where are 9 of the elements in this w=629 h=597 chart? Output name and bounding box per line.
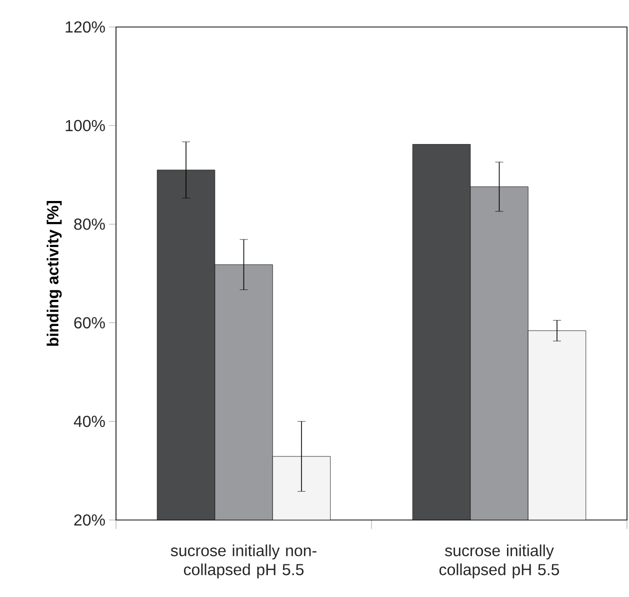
x-tick-label: sucrose initially collapsed pH 5.5 (439, 544, 560, 578)
x-tick-label: sucrose initially non-collapsed pH 5.5 (170, 544, 316, 578)
y-tick-label: 100% (66, 120, 105, 132)
y-tick-label: 60% (74, 317, 105, 328)
y-tick-label: 20% (74, 514, 105, 526)
y-tick-label: 40% (74, 416, 105, 428)
y-tick-label: 80% (74, 218, 105, 230)
y-axis-title: binding activity [%] (46, 201, 62, 346)
y-tick-label: 120% (66, 21, 105, 33)
